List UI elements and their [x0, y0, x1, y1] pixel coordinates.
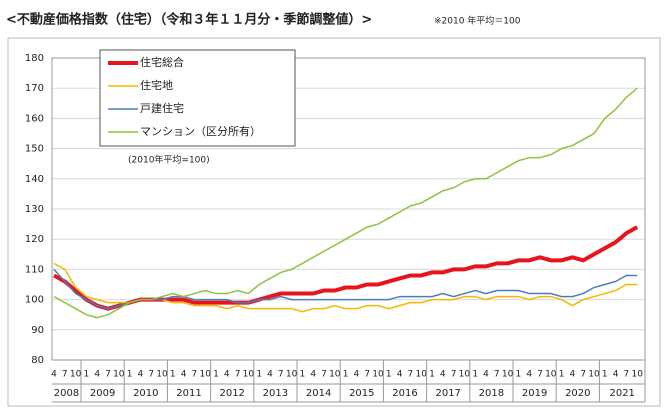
x-tick-label: 7 — [494, 370, 500, 380]
x-tick-label: 10 — [286, 370, 298, 380]
series-line — [53, 87, 638, 319]
x-tick-label: 10 — [199, 370, 211, 380]
x-tick-label: 4 — [570, 370, 576, 380]
x-tick-label: 10 — [156, 370, 168, 380]
x-tick-label: 4 — [267, 370, 273, 380]
x-tick-label: 1 — [429, 370, 435, 380]
x-tick-label: 4 — [51, 370, 57, 380]
x-tick-label: 1 — [472, 370, 478, 380]
y-tick-label: 130 — [25, 204, 44, 215]
x-tick-label: 7 — [408, 370, 414, 380]
year-label: 2020 — [565, 388, 590, 399]
y-tick-label: 160 — [25, 113, 44, 124]
legend-box — [99, 49, 296, 147]
x-tick-label: 4 — [613, 370, 619, 380]
y-tick-label: 140 — [25, 174, 44, 185]
year-label: 2017 — [435, 388, 460, 399]
year-label: 2010 — [133, 388, 158, 399]
x-tick-label: 4 — [224, 370, 230, 380]
y-tick-label: 150 — [25, 144, 44, 155]
y-tick-label: 120 — [25, 234, 44, 245]
y-tick-label: 100 — [25, 295, 44, 306]
year-label: 2008 — [54, 388, 79, 399]
x-tick-label: 10 — [502, 370, 514, 380]
x-tick-label: 1 — [516, 370, 522, 380]
x-tick-label: 4 — [310, 370, 316, 380]
plot-border — [51, 57, 646, 361]
x-tick-label: 10 — [459, 370, 471, 380]
x-tick-label: 1 — [559, 370, 565, 380]
x-tick-label: 7 — [364, 370, 370, 380]
legend-label: 住宅地 — [140, 78, 173, 92]
x-tick-label: 7 — [105, 370, 111, 380]
x-tick-label: 4 — [440, 370, 446, 380]
x-tick-label: 4 — [526, 370, 532, 380]
x-tick-label: 4 — [397, 370, 403, 380]
x-tick-label: 4 — [138, 370, 144, 380]
x-tick-label: 10 — [113, 370, 125, 380]
year-label: 2016 — [392, 388, 417, 399]
x-tick-label: 1 — [602, 370, 608, 380]
year-label: 2009 — [90, 388, 115, 399]
subtitle: ※2010 年平均＝100 — [434, 15, 521, 27]
x-tick-label: 10 — [545, 370, 557, 380]
x-tick-label: 4 — [483, 370, 489, 380]
year-label: 2021 — [609, 388, 634, 399]
x-tick-label: 10 — [70, 370, 82, 380]
x-tick-label: 4 — [94, 370, 100, 380]
year-label: 2011 — [176, 388, 201, 399]
x-tick-label: 1 — [256, 370, 262, 380]
x-tick-label: 4 — [181, 370, 187, 380]
chart-title: <不動産価格指数（住宅）（令和３年１１月分・季節調整値）> — [6, 12, 372, 28]
x-tick-label: 7 — [321, 370, 327, 380]
x-tick-label: 7 — [451, 370, 457, 380]
x-tick-label: 1 — [213, 370, 219, 380]
year-label: 2012 — [219, 388, 244, 399]
x-tick-label: 7 — [624, 370, 630, 380]
x-tick-label: 1 — [300, 370, 306, 380]
x-tick-label: 7 — [148, 370, 154, 380]
annotation: (2010年平均=100) — [128, 154, 210, 166]
x-tick-label: 1 — [386, 370, 392, 380]
legend-label: マンション（区分所有） — [140, 124, 261, 138]
legend-label: 住宅総合 — [140, 55, 184, 69]
x-tick-label: 1 — [84, 370, 90, 380]
y-tick-label: 90 — [31, 325, 44, 336]
x-tick-label: 10 — [329, 370, 341, 380]
x-tick-label: 10 — [415, 370, 427, 380]
year-label: 2019 — [522, 388, 547, 399]
x-tick-label: 10 — [243, 370, 255, 380]
x-tick-label: 7 — [537, 370, 543, 380]
x-tick-label: 7 — [580, 370, 586, 380]
x-tick-label: 7 — [235, 370, 241, 380]
year-label: 2018 — [479, 388, 504, 399]
y-tick-label: 110 — [25, 264, 44, 275]
x-tick-label: 10 — [631, 370, 643, 380]
x-tick-label: 7 — [192, 370, 198, 380]
x-tick-label: 1 — [127, 370, 133, 380]
y-tick-label: 80 — [31, 355, 44, 366]
year-label: 2015 — [349, 388, 374, 399]
y-tick-label: 170 — [25, 83, 44, 94]
year-label: 2013 — [263, 388, 288, 399]
x-tick-label: 7 — [62, 370, 68, 380]
legend-label: 戸建住宅 — [140, 101, 184, 115]
frame — [7, 37, 661, 407]
x-tick-label: 1 — [343, 370, 349, 380]
x-tick-label: 4 — [354, 370, 360, 380]
x-tick-label: 10 — [588, 370, 600, 380]
year-label: 2014 — [306, 388, 331, 399]
x-tick-label: 10 — [372, 370, 384, 380]
x-tick-label: 7 — [278, 370, 284, 380]
y-tick-label: 180 — [25, 53, 44, 64]
x-tick-label: 1 — [170, 370, 176, 380]
